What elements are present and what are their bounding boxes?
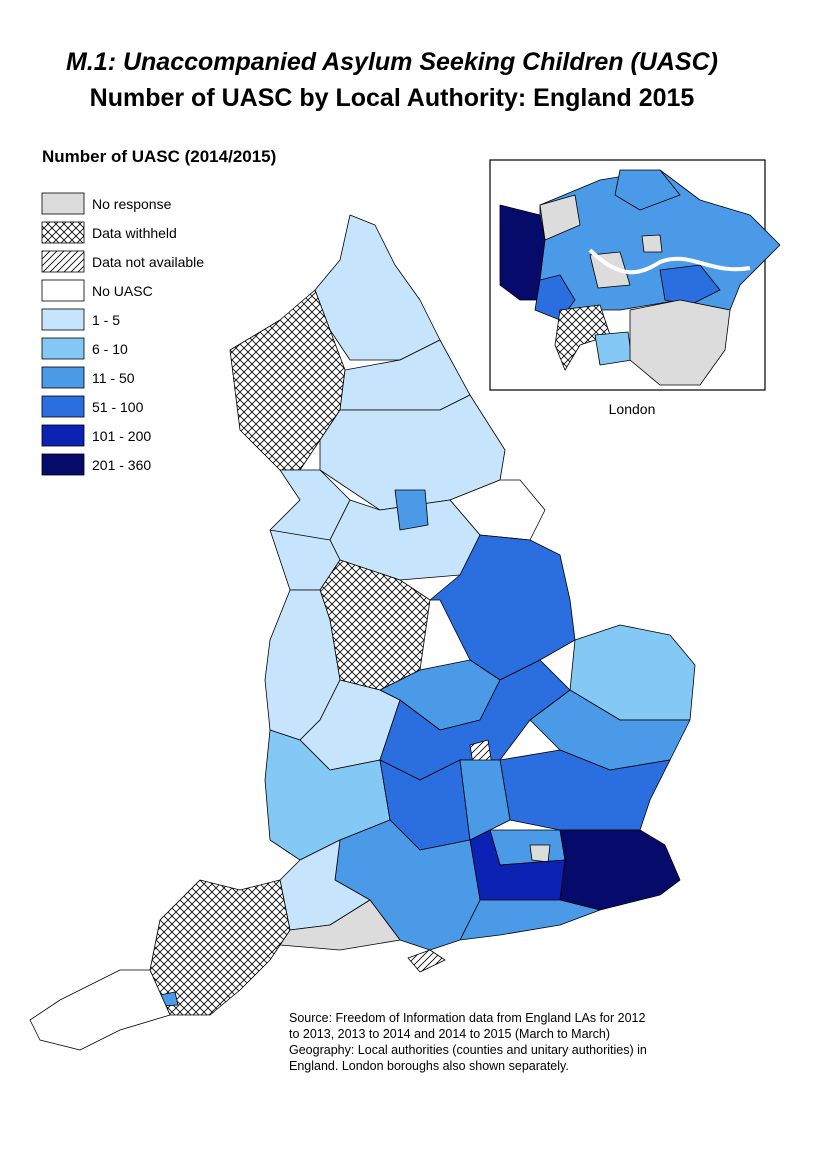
legend-label: 1 - 5 — [92, 312, 120, 328]
england-map — [29, 214, 696, 1051]
region — [394, 489, 429, 531]
region — [529, 844, 551, 863]
region — [459, 899, 601, 941]
region — [314, 214, 441, 361]
legend-title: Number of UASC (2014/2015) — [42, 147, 276, 166]
legend-label: Data withheld — [92, 225, 177, 241]
legend-label: Data not available — [92, 254, 204, 270]
source-line: England. London boroughs also shown sepa… — [289, 1059, 569, 1073]
legend-label: No UASC — [92, 283, 153, 299]
borough — [554, 304, 611, 371]
legend-label: No response — [92, 196, 172, 212]
borough — [614, 169, 681, 211]
legend-swatch — [41, 337, 85, 360]
legend-swatch — [41, 366, 85, 389]
inset-label: London — [609, 401, 656, 417]
title: M.1: Unaccompanied Asylum Seeking Childr… — [66, 48, 718, 76]
borough — [641, 234, 663, 253]
legend-label: 101 - 200 — [92, 428, 151, 444]
source-note: Source: Freedom of Information data from… — [289, 1011, 647, 1073]
region — [489, 829, 566, 866]
legend-swatch — [41, 250, 85, 273]
region — [407, 949, 446, 973]
thames — [588, 248, 751, 275]
legend-swatch — [41, 221, 85, 244]
legend: Number of UASC (2014/2015) No response D… — [41, 147, 276, 476]
region — [29, 969, 171, 1051]
borough — [629, 299, 731, 386]
legend-swatch — [41, 308, 85, 331]
region — [459, 759, 511, 841]
source-line: Geography: Local authorities (counties a… — [289, 1043, 647, 1057]
legend-swatch — [41, 395, 85, 418]
legend-swatch — [41, 279, 85, 302]
region — [559, 829, 681, 911]
borough — [539, 194, 581, 241]
source-line: Source: Freedom of Information data from… — [289, 1011, 645, 1025]
legend-label: 51 - 100 — [92, 399, 144, 415]
legend-label: 201 - 360 — [92, 457, 151, 473]
legend-swatch — [41, 424, 85, 447]
region — [429, 534, 576, 681]
legend-swatch — [41, 453, 85, 476]
source-line: to 2013, 2013 to 2014 and 2014 to 2015 (… — [289, 1027, 610, 1041]
legend-label: 6 - 10 — [92, 341, 128, 357]
subtitle: Number of UASC by Local Authority: Engla… — [90, 84, 695, 112]
region — [499, 749, 671, 831]
london-inset — [489, 159, 781, 391]
legend-swatch — [41, 192, 85, 215]
borough — [594, 331, 633, 366]
borough — [659, 264, 721, 306]
legend-label: 11 - 50 — [92, 370, 135, 386]
